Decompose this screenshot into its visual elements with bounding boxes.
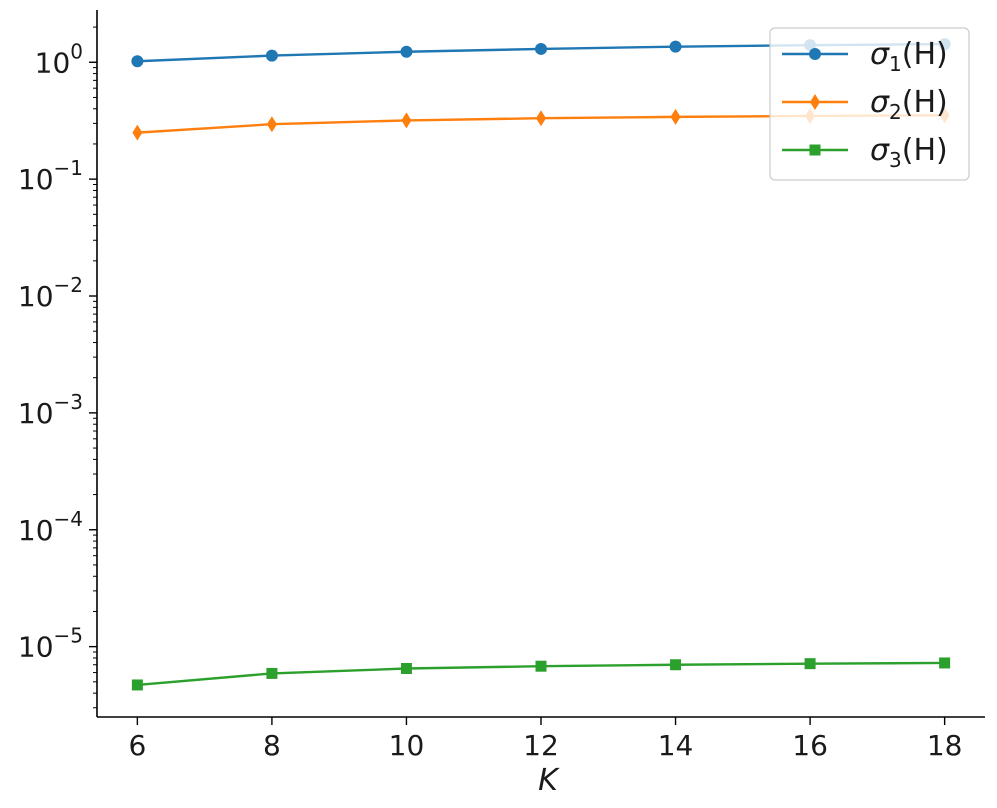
data-point bbox=[670, 108, 681, 125]
x-tick-label: 12 bbox=[523, 729, 559, 762]
legend-symbol: σ bbox=[870, 85, 890, 120]
y-tick-label: 10−1 bbox=[18, 156, 83, 196]
data-point bbox=[535, 660, 547, 672]
y-tick-base: 10 bbox=[18, 163, 54, 196]
data-point bbox=[131, 679, 143, 691]
legend-argument: (H) bbox=[902, 37, 948, 72]
legend-subscript: 2 bbox=[889, 100, 902, 124]
y-tick-exponent: −4 bbox=[54, 507, 83, 531]
legend-label: σ1(H) bbox=[870, 37, 948, 76]
legend-label: σ3(H) bbox=[870, 133, 948, 172]
series-3 bbox=[131, 657, 951, 691]
data-point bbox=[669, 40, 682, 53]
y-tick-exponent: −5 bbox=[54, 624, 83, 648]
legend-item: σ2(H) bbox=[782, 85, 948, 124]
legend-swatch-marker bbox=[809, 48, 821, 60]
legend-subscript: 3 bbox=[889, 148, 902, 172]
y-tick-label: 100 bbox=[35, 39, 83, 79]
data-point bbox=[401, 112, 412, 129]
y-tick-exponent: −1 bbox=[54, 156, 83, 180]
x-tick-label: 18 bbox=[927, 729, 963, 762]
y-tick-base: 10 bbox=[18, 397, 54, 430]
legend-item: σ3(H) bbox=[782, 133, 948, 172]
legend-swatch-marker bbox=[810, 94, 820, 110]
legend-item: σ1(H) bbox=[782, 37, 948, 76]
legend-swatch-marker bbox=[809, 144, 821, 156]
x-tick-label: 16 bbox=[792, 729, 828, 762]
y-tick-base: 10 bbox=[18, 514, 54, 547]
legend-box bbox=[769, 27, 970, 181]
x-tick-label: 8 bbox=[263, 729, 281, 762]
data-point bbox=[536, 110, 546, 127]
y-tick-label: 10−4 bbox=[18, 507, 83, 547]
y-tick-base: 10 bbox=[18, 631, 54, 664]
data-point bbox=[804, 658, 816, 670]
data-point bbox=[535, 42, 547, 55]
y-tick-base: 10 bbox=[35, 46, 71, 79]
data-point bbox=[400, 45, 413, 58]
legend-symbol: σ bbox=[870, 37, 890, 72]
y-tick-base: 10 bbox=[18, 280, 54, 313]
legend: σ1(H)σ2(H)σ3(H) bbox=[769, 27, 970, 181]
legend-argument: (H) bbox=[902, 133, 948, 168]
y-tick-exponent: −3 bbox=[54, 390, 83, 414]
y-tick-label: 10−3 bbox=[18, 390, 83, 430]
data-point bbox=[670, 659, 682, 671]
legend-subscript: 1 bbox=[889, 52, 902, 76]
y-tick-exponent: −2 bbox=[54, 273, 83, 297]
y-tick-exponent: 0 bbox=[70, 39, 83, 63]
x-tick-label: 6 bbox=[128, 729, 146, 762]
legend-argument: (H) bbox=[902, 85, 948, 120]
x-tick-label: 14 bbox=[658, 729, 694, 762]
x-axis-label: K bbox=[538, 763, 560, 798]
data-point bbox=[266, 667, 278, 679]
data-point bbox=[266, 116, 277, 133]
x-tick-label: 10 bbox=[389, 729, 425, 762]
legend-symbol: σ bbox=[870, 133, 890, 168]
data-point bbox=[400, 663, 412, 675]
y-tick-label: 10−2 bbox=[18, 273, 83, 313]
data-point bbox=[131, 55, 144, 68]
data-point bbox=[265, 49, 278, 62]
y-tick-label: 10−5 bbox=[18, 624, 83, 664]
legend-label: σ2(H) bbox=[870, 85, 948, 124]
data-point bbox=[939, 657, 951, 669]
data-point bbox=[132, 124, 143, 141]
